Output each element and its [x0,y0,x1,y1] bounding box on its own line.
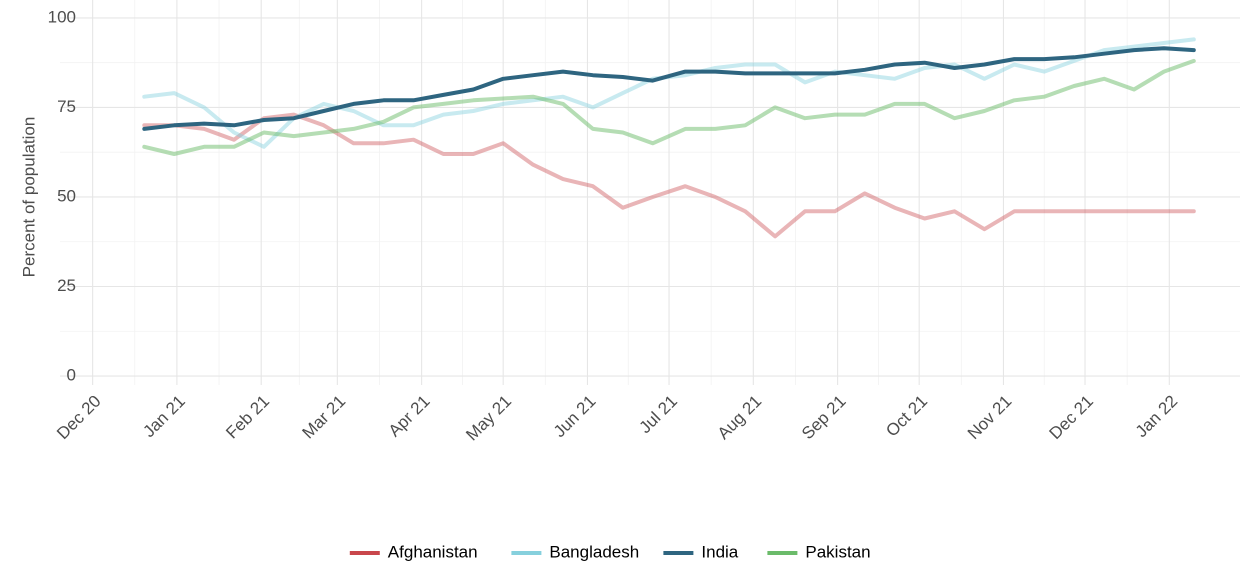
series-line [142,58,1196,156]
x-tick-label: Mar 21 [298,392,349,443]
legend-label: Afghanistan [388,542,478,561]
x-tick-label: Jul 21 [636,392,682,438]
y-axis-label: Percent of population [19,117,38,278]
x-tick-label: Jan 22 [1132,392,1182,442]
x-tick-label: Nov 21 [964,392,1016,444]
legend-label: Pakistan [805,542,870,561]
x-tick-label: Dec 21 [1045,392,1097,444]
y-tick-label: 50 [57,186,76,205]
y-tick-label: 0 [67,366,76,385]
x-tick-label: May 21 [462,392,515,445]
y-tick-label: 100 [48,7,76,26]
series-line [142,112,1196,239]
x-tick-label: Jun 21 [550,392,600,442]
x-tick-label: Aug 21 [714,392,766,444]
legend-label: Bangladesh [549,542,639,561]
series-line [142,46,1196,131]
x-tick-label: Dec 20 [53,392,105,444]
x-tick-label: Apr 21 [385,392,434,441]
x-tick-label: Feb 21 [222,392,273,443]
x-tick-label: Jan 21 [139,392,189,442]
grid [60,0,1240,385]
legend: Afghanistan Bangladesh India Pakistan [349,542,871,561]
x-tick-label: Oct 21 [882,392,931,441]
y-tick-label: 25 [57,276,76,295]
legend-label: India [701,542,738,561]
y-tick-label: 75 [57,97,76,116]
x-tick-label: Sep 21 [798,392,850,444]
